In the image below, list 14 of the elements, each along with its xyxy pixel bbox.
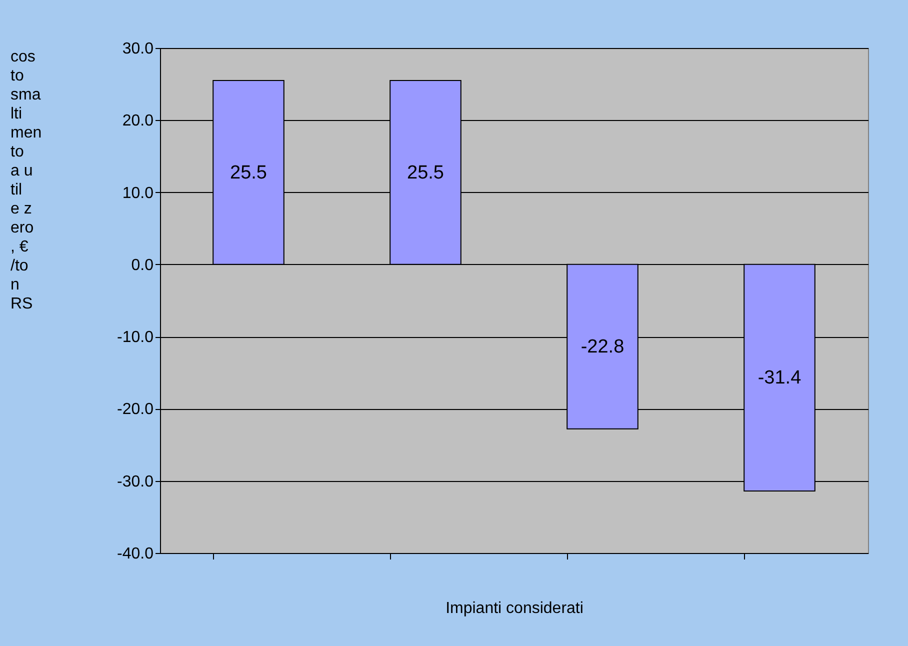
y-tick-label: 30.0: [122, 40, 154, 58]
data-label: 25.5: [407, 162, 444, 184]
y-tick-label: -10.0: [117, 329, 154, 346]
y-tick-label: -20.0: [117, 401, 154, 418]
y-tick-label: 20.0: [122, 112, 154, 130]
y-tick-label: 10.0: [122, 184, 154, 202]
text: costo smaltimento a utile zero, €/ton RS: [10, 48, 42, 312]
y-tick-label: -30.0: [117, 473, 154, 490]
data-label: -22.8: [580, 336, 624, 358]
data-label: -31.4: [758, 368, 802, 389]
y-tick-label: -40.0: [117, 546, 154, 562]
y-tick-label: 0.0: [131, 256, 154, 274]
data-label: 25.5: [230, 162, 267, 184]
x-axis-title: Impianti considerati: [446, 600, 584, 617]
